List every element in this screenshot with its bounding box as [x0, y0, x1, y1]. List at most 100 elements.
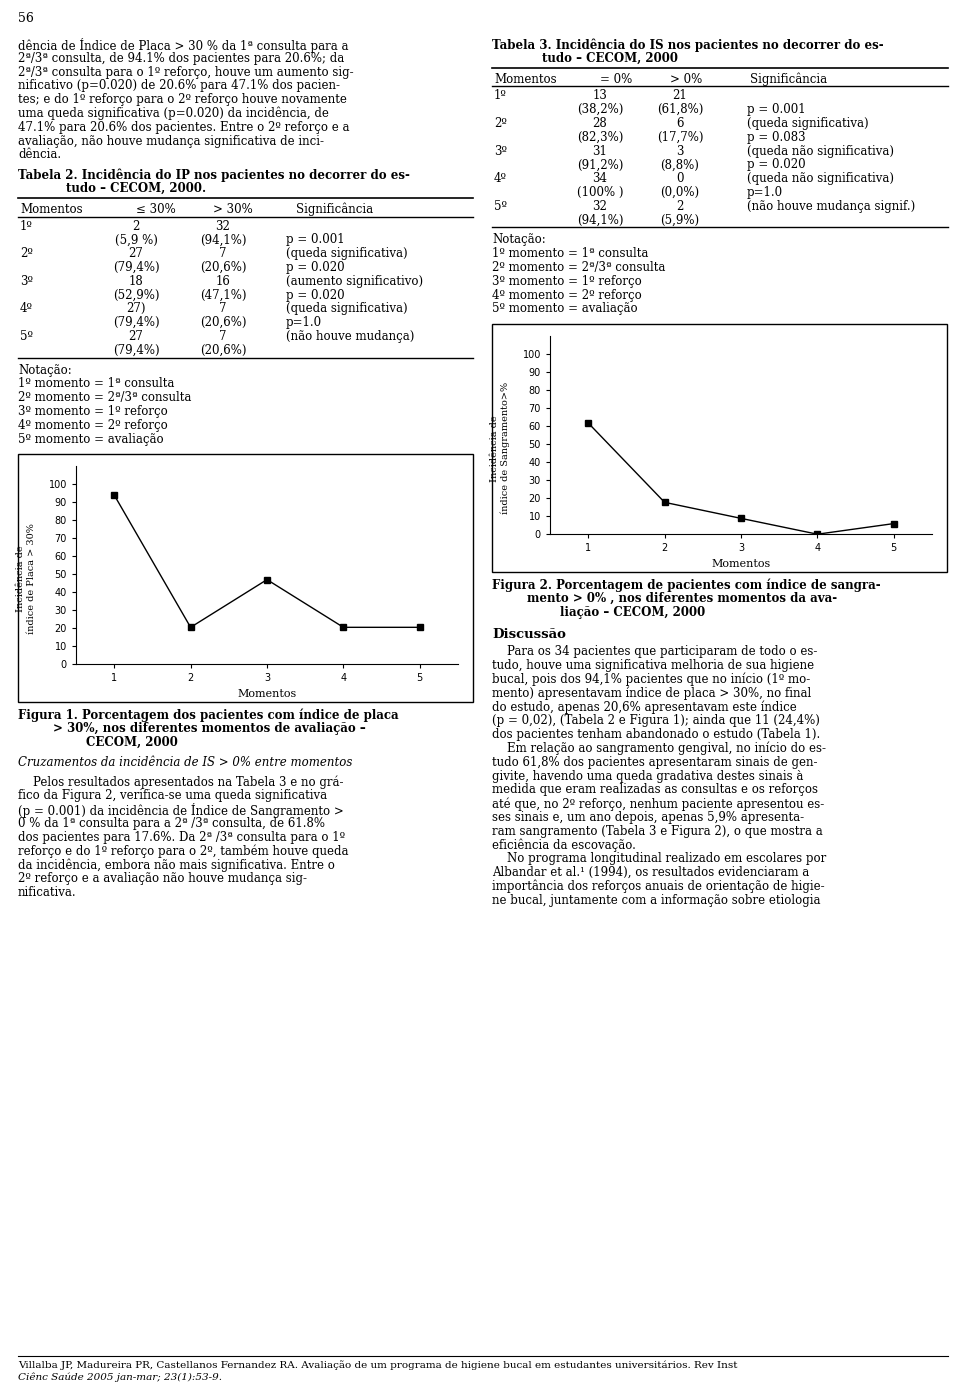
Text: dência.: dência. — [18, 148, 61, 162]
Text: Figura 2. Porcentagem de pacientes com índice de sangra-: Figura 2. Porcentagem de pacientes com í… — [492, 578, 880, 591]
Text: bucal, pois dos 94,1% pacientes que no início (1º mo-: bucal, pois dos 94,1% pacientes que no i… — [492, 673, 810, 687]
Text: (5,9 %): (5,9 %) — [114, 234, 157, 247]
Text: tudo – CECOM, 2000: tudo – CECOM, 2000 — [542, 51, 678, 65]
Text: mento > 0% , nos diferentes momentos da ava-: mento > 0% , nos diferentes momentos da … — [527, 591, 837, 605]
Text: 7: 7 — [219, 302, 227, 316]
Text: 27: 27 — [129, 330, 143, 343]
Text: (52,9%): (52,9%) — [112, 288, 159, 302]
Text: (20,6%): (20,6%) — [200, 316, 247, 330]
Text: (91,2%): (91,2%) — [577, 158, 623, 172]
Text: eficiência da escovação.: eficiência da escovação. — [492, 838, 636, 852]
Text: (82,3%): (82,3%) — [577, 130, 623, 144]
Text: > 30%: > 30% — [213, 202, 252, 216]
Text: givite, havendo uma queda gradativa destes sinais à: givite, havendo uma queda gradativa dest… — [492, 770, 804, 783]
Text: (79,4%): (79,4%) — [112, 260, 159, 274]
Text: até que, no 2º reforço, nenhum paciente apresentou es-: até que, no 2º reforço, nenhum paciente … — [492, 798, 825, 810]
Text: 28: 28 — [592, 116, 608, 130]
Text: 2: 2 — [676, 199, 684, 213]
Text: (p = 0,02), (Tabela 2 e Figura 1); ainda que 11 (24,4%): (p = 0,02), (Tabela 2 e Figura 1); ainda… — [492, 715, 820, 727]
Text: (79,4%): (79,4%) — [112, 343, 159, 357]
Text: 0: 0 — [676, 172, 684, 186]
Text: importância dos reforços anuais de orientação de higie-: importância dos reforços anuais de orien… — [492, 879, 825, 893]
Text: ne bucal, juntamente com a informação sobre etiologia: ne bucal, juntamente com a informação so… — [492, 893, 821, 907]
Text: 56: 56 — [18, 12, 34, 25]
Text: (94,1%): (94,1%) — [577, 213, 623, 227]
Text: 1º momento = 1ª consulta: 1º momento = 1ª consulta — [492, 247, 648, 260]
Text: (5,9%): (5,9%) — [660, 213, 700, 227]
Text: No programa longitudinal realizado em escolares por: No programa longitudinal realizado em es… — [492, 852, 827, 866]
Text: (17,7%): (17,7%) — [657, 130, 704, 144]
Text: ≤ 30%: ≤ 30% — [136, 202, 176, 216]
Text: (79,4%): (79,4%) — [112, 316, 159, 330]
Text: nificativo (p=0.020) de 20.6% para 47.1% dos pacien-: nificativo (p=0.020) de 20.6% para 47.1%… — [18, 79, 340, 93]
Text: Momentos: Momentos — [494, 72, 557, 86]
Text: 2ª/3ª consulta, de 94.1% dos pacientes para 20.6%; da: 2ª/3ª consulta, de 94.1% dos pacientes p… — [18, 51, 345, 65]
Text: (p = 0.001) da incidência de Índice de Sangramento >: (p = 0.001) da incidência de Índice de S… — [18, 803, 344, 819]
Text: 2º reforço e a avaliação não houve mudança sig-: 2º reforço e a avaliação não houve mudan… — [18, 873, 307, 885]
Text: 0 % da 1ª consulta para a 2ª /3ª consulta, de 61.8%: 0 % da 1ª consulta para a 2ª /3ª consult… — [18, 817, 325, 830]
Text: 3º: 3º — [20, 274, 33, 288]
Text: dos pacientes tenham abandonado o estudo (Tabela 1).: dos pacientes tenham abandonado o estudo… — [492, 729, 820, 741]
Text: 31: 31 — [592, 144, 608, 158]
Text: Cruzamentos da incidência de IS > 0% entre momentos: Cruzamentos da incidência de IS > 0% ent… — [18, 756, 352, 769]
Text: dos pacientes para 17.6%. Da 2ª /3ª consulta para o 1º: dos pacientes para 17.6%. Da 2ª /3ª cons… — [18, 831, 346, 843]
Text: 16: 16 — [216, 274, 230, 288]
Text: Tabela 2. Incidência do IP nos pacientes no decorrer do es-: Tabela 2. Incidência do IP nos pacientes… — [18, 168, 410, 181]
Text: Para os 34 pacientes que participaram de todo o es-: Para os 34 pacientes que participaram de… — [492, 645, 817, 658]
Text: (20,6%): (20,6%) — [200, 343, 247, 357]
Text: 7: 7 — [219, 330, 227, 343]
Text: Figura 1. Porcentagem dos pacientes com índice de placa: Figura 1. Porcentagem dos pacientes com … — [18, 708, 398, 722]
Text: 1º: 1º — [494, 90, 507, 102]
Text: Pelos resultados apresentados na Tabela 3 e no grá-: Pelos resultados apresentados na Tabela … — [18, 776, 344, 789]
Text: (queda significativa): (queda significativa) — [286, 247, 408, 260]
Text: 7: 7 — [219, 247, 227, 260]
Text: 2º momento = 2ª/3ª consulta: 2º momento = 2ª/3ª consulta — [492, 260, 665, 274]
Text: p=1.0: p=1.0 — [286, 316, 323, 330]
Text: mento) apresentavam índice de placa > 30%, no final: mento) apresentavam índice de placa > 30… — [492, 687, 811, 701]
Text: 4º: 4º — [20, 302, 33, 316]
Text: 34: 34 — [592, 172, 608, 186]
Text: liação – CECOM, 2000: liação – CECOM, 2000 — [560, 605, 706, 619]
Text: tudo, houve uma significativa melhoria de sua higiene: tudo, houve uma significativa melhoria d… — [492, 659, 814, 672]
Text: (0,0%): (0,0%) — [660, 186, 700, 199]
Text: 32: 32 — [216, 220, 230, 233]
Text: (20,6%): (20,6%) — [200, 260, 247, 274]
Text: p = 0.083: p = 0.083 — [747, 130, 805, 144]
Text: tudo 61,8% dos pacientes apresentaram sinais de gen-: tudo 61,8% dos pacientes apresentaram si… — [492, 756, 818, 769]
Text: > 0%: > 0% — [670, 72, 703, 86]
Text: p = 0.020: p = 0.020 — [747, 158, 805, 172]
Text: 3º momento = 1º reforço: 3º momento = 1º reforço — [18, 404, 168, 418]
Text: do estudo, apenas 20,6% apresentavam este índice: do estudo, apenas 20,6% apresentavam est… — [492, 701, 797, 715]
Text: 2ª/3ª consulta para o 1º reforço, houve um aumento sig-: 2ª/3ª consulta para o 1º reforço, houve … — [18, 65, 353, 79]
Text: Villalba JP, Madureira PR, Castellanos Fernandez RA. Avaliação de um programa de: Villalba JP, Madureira PR, Castellanos F… — [18, 1360, 737, 1370]
Text: ram sangramento (Tabela 3 e Figura 2), o que mostra a: ram sangramento (Tabela 3 e Figura 2), o… — [492, 825, 823, 838]
Text: 3º momento = 1º reforço: 3º momento = 1º reforço — [492, 274, 641, 288]
Text: 3: 3 — [676, 144, 684, 158]
Text: Tabela 3. Incidência do IS nos pacientes no decorrer do es-: Tabela 3. Incidência do IS nos pacientes… — [492, 37, 883, 51]
Text: (não houve mudança): (não houve mudança) — [286, 330, 415, 343]
Text: Incidência de
índice de Sangramento>%: Incidência de índice de Sangramento>% — [490, 382, 510, 514]
Text: (100% ): (100% ) — [577, 186, 623, 199]
Text: Em relação ao sangramento gengival, no início do es-: Em relação ao sangramento gengival, no i… — [492, 742, 826, 755]
Text: (38,2%): (38,2%) — [577, 104, 623, 116]
Text: dência de Índice de Placa > 30 % da 1ª consulta para a: dência de Índice de Placa > 30 % da 1ª c… — [18, 37, 348, 53]
Text: da incidência, embora não mais significativa. Entre o: da incidência, embora não mais significa… — [18, 859, 335, 873]
Text: p = 0.001: p = 0.001 — [747, 104, 805, 116]
Text: p = 0.020: p = 0.020 — [286, 260, 345, 274]
Text: 5º momento = avaliação: 5º momento = avaliação — [492, 302, 637, 316]
Text: Notação:: Notação: — [492, 234, 545, 247]
Text: medida que eram realizadas as consultas e os reforços: medida que eram realizadas as consultas … — [492, 784, 818, 796]
Bar — [18, 454, 473, 702]
Text: (queda significativa): (queda significativa) — [747, 116, 869, 130]
Text: (não houve mudança signif.): (não houve mudança signif.) — [747, 199, 915, 213]
Text: 1º momento = 1ª consulta: 1º momento = 1ª consulta — [18, 377, 175, 391]
Text: nificativa.: nificativa. — [18, 886, 77, 899]
Text: Discussão: Discussão — [492, 627, 565, 641]
Text: 5º: 5º — [20, 330, 33, 343]
Text: Ciênc Saúde 2005 jan-mar; 23(1):53-9.: Ciênc Saúde 2005 jan-mar; 23(1):53-9. — [18, 1373, 222, 1382]
X-axis label: Momentos: Momentos — [237, 688, 297, 699]
Text: 6: 6 — [676, 116, 684, 130]
Text: p=1.0: p=1.0 — [747, 186, 783, 199]
Text: 4º: 4º — [494, 172, 507, 186]
Text: 27: 27 — [129, 247, 143, 260]
